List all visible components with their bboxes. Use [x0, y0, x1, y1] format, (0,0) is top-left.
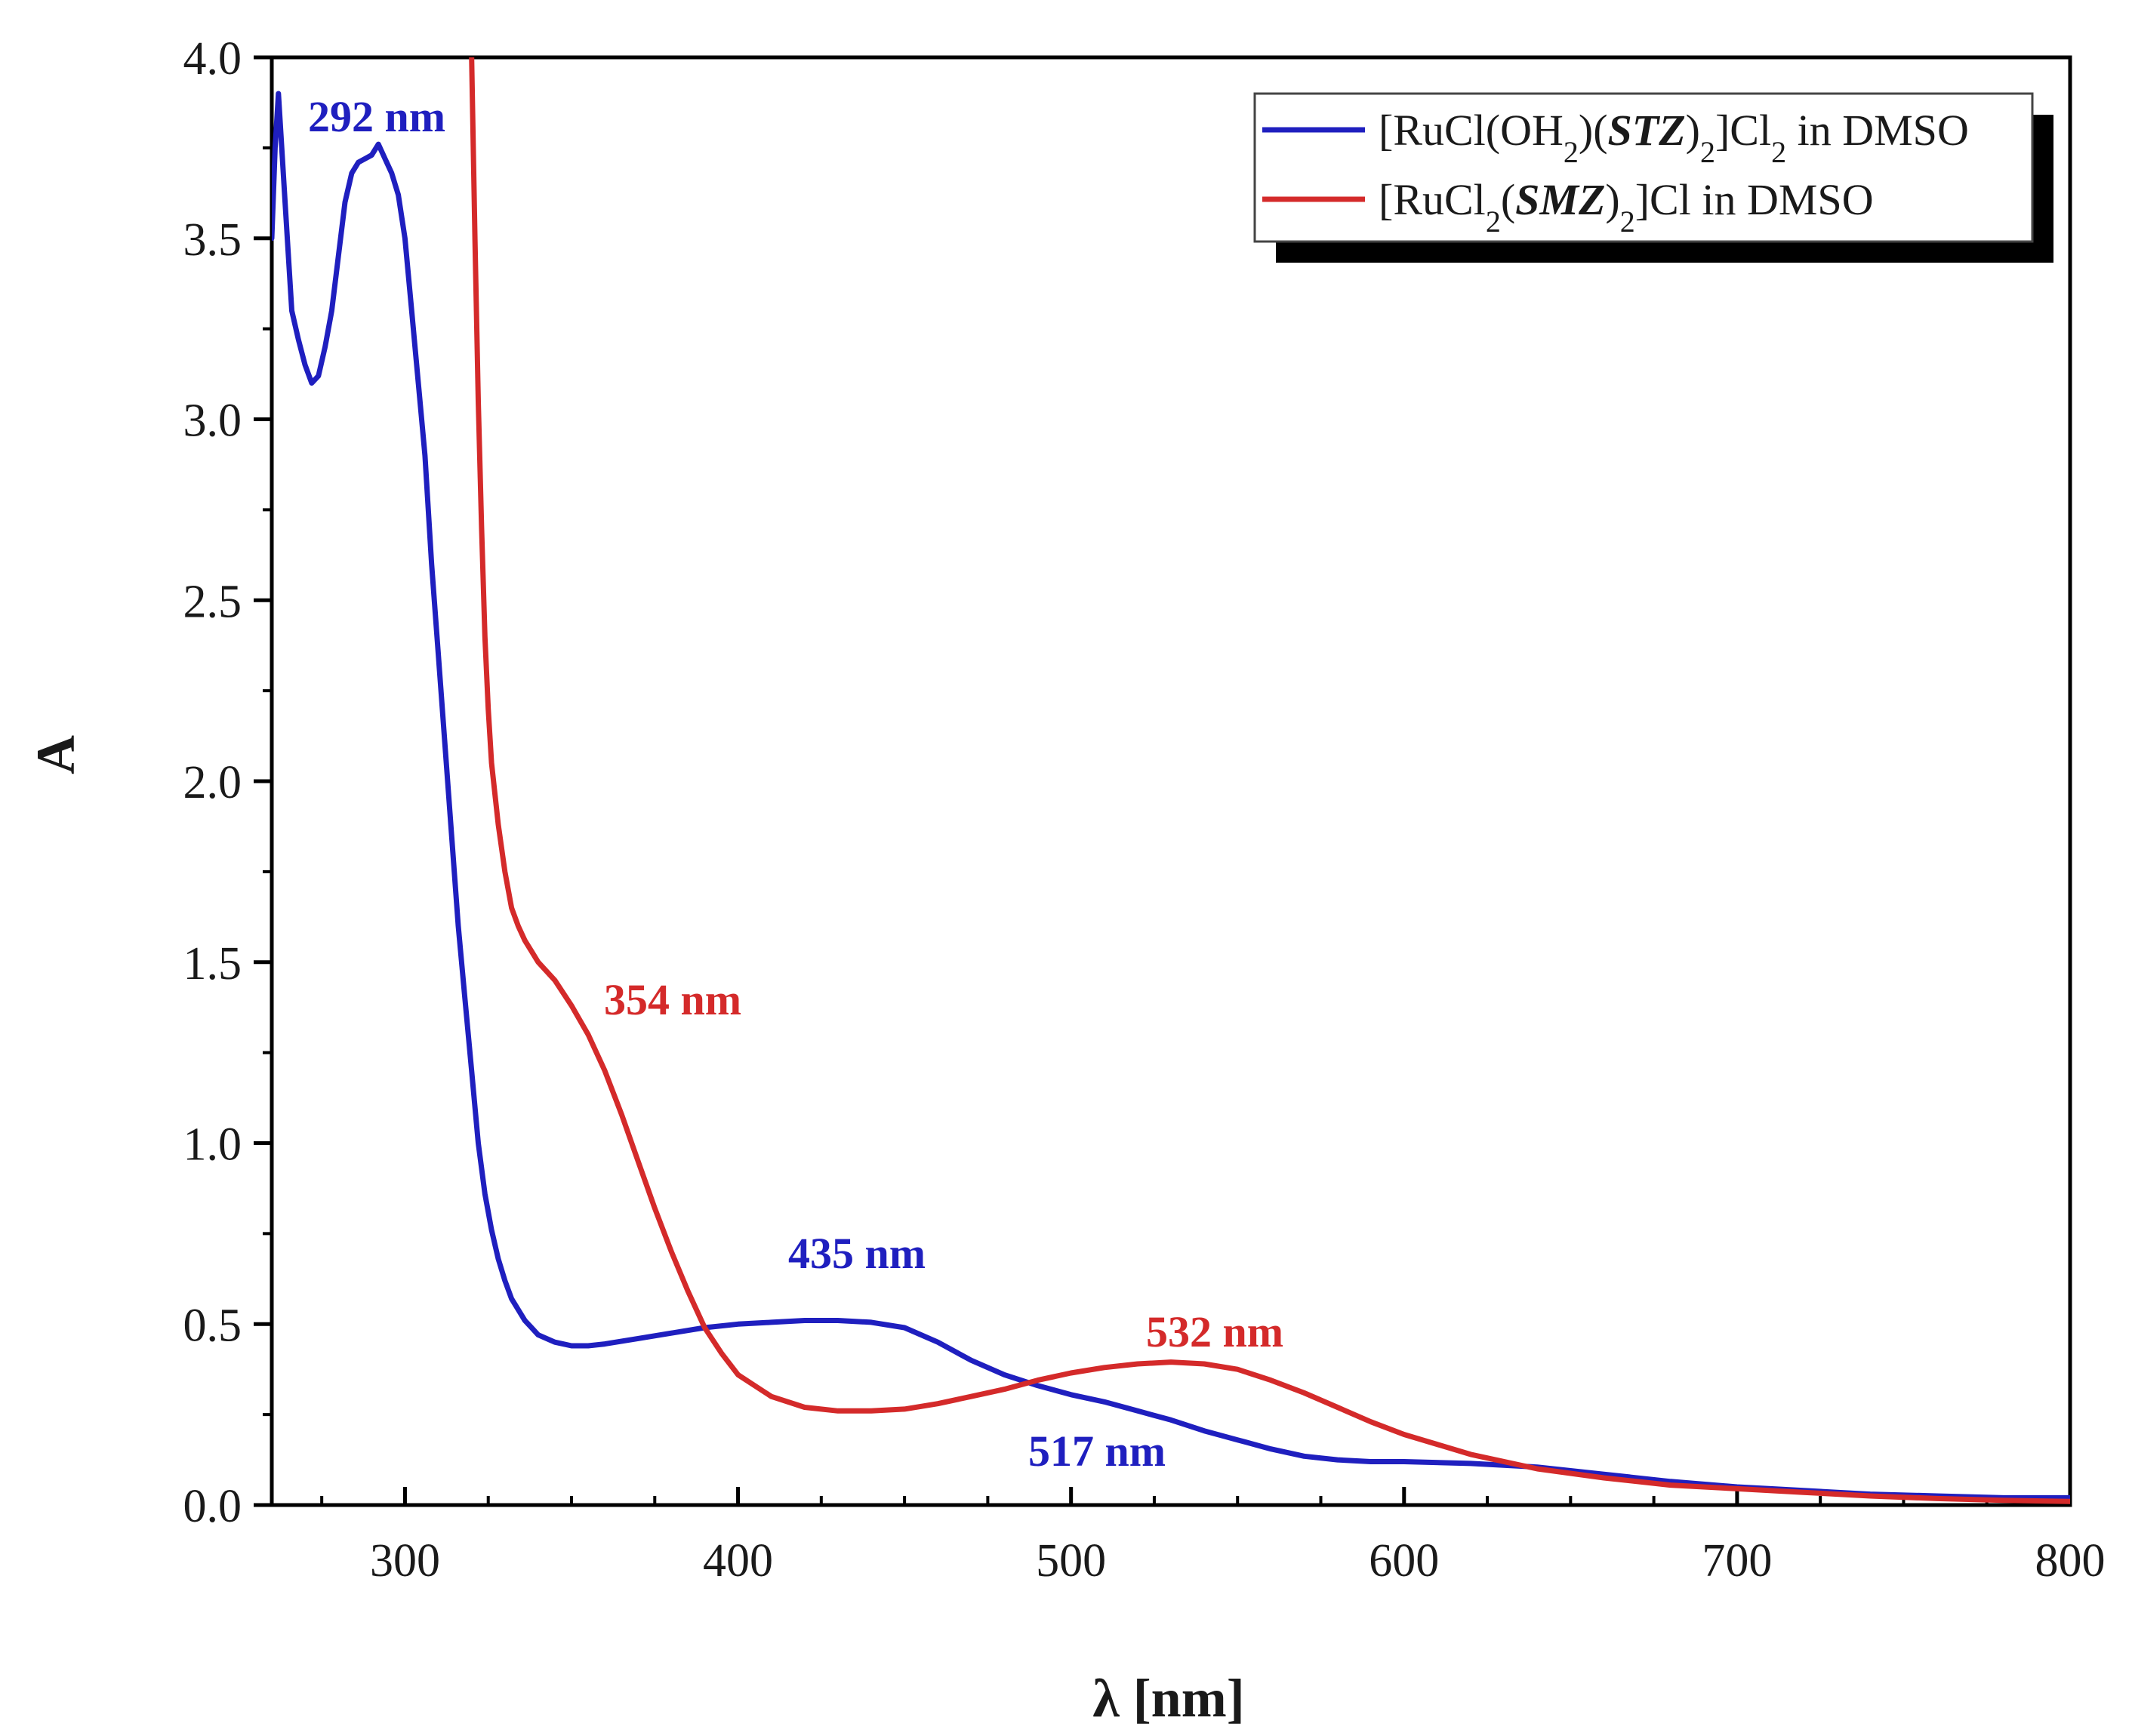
legend-box: [1253, 92, 2034, 243]
y-tick-label: 0.0: [183, 1481, 242, 1532]
y-tick-label: 2.0: [183, 757, 242, 808]
y-tick-label: 1.5: [183, 938, 242, 990]
x-tick-label: 800: [2035, 1535, 2106, 1587]
y-tick-label: 3.0: [183, 396, 242, 447]
legend: [RuCl(OH2)(STZ)2]Cl2 in DMSO [RuCl2(SMZ)…: [1253, 92, 2053, 263]
y-tick-label: 2.5: [183, 576, 242, 627]
x-tick-label: 600: [1369, 1535, 1439, 1587]
x-tick-label: 400: [703, 1535, 773, 1587]
y-tick-label: 4.0: [183, 33, 242, 85]
x-tick-label: 300: [370, 1535, 440, 1587]
x-tick-label: 700: [1702, 1535, 1772, 1587]
y-axis-title: A: [26, 735, 86, 774]
y-axis-ticks: 0.0 0.5 1.0 1.5 2.0 2.5 3.0 3.5 4.0: [183, 33, 272, 1532]
annotation-435nm: 435 nm: [788, 1229, 926, 1278]
annotation-354nm: 354 nm: [604, 975, 741, 1024]
annotation-532nm: 532 nm: [1146, 1307, 1283, 1356]
legend-label-series-2: [RuCl2(SMZ)2]Cl in DMSO: [1379, 175, 1874, 239]
series-layer: [272, 57, 2070, 1504]
y-tick-label: 0.5: [183, 1300, 242, 1351]
x-tick-label: 500: [1036, 1535, 1106, 1587]
series-line-2: [469, 57, 2070, 1504]
y-tick-label: 1.0: [183, 1119, 242, 1171]
annotation-517nm: 517 nm: [1028, 1427, 1166, 1476]
legend-label-series-1: [RuCl(OH2)(STZ)2]Cl2 in DMSO: [1379, 106, 1969, 169]
annotation-292nm: 292 nm: [308, 92, 445, 141]
plot-frame: [270, 55, 2072, 1507]
y-tick-label: 3.5: [183, 214, 242, 266]
series-line-1: [272, 91, 2070, 1501]
x-axis-title: λ [nm]: [1092, 1668, 1244, 1728]
x-axis-ticks: 300 400 500 600 700 800: [320, 1487, 2106, 1587]
